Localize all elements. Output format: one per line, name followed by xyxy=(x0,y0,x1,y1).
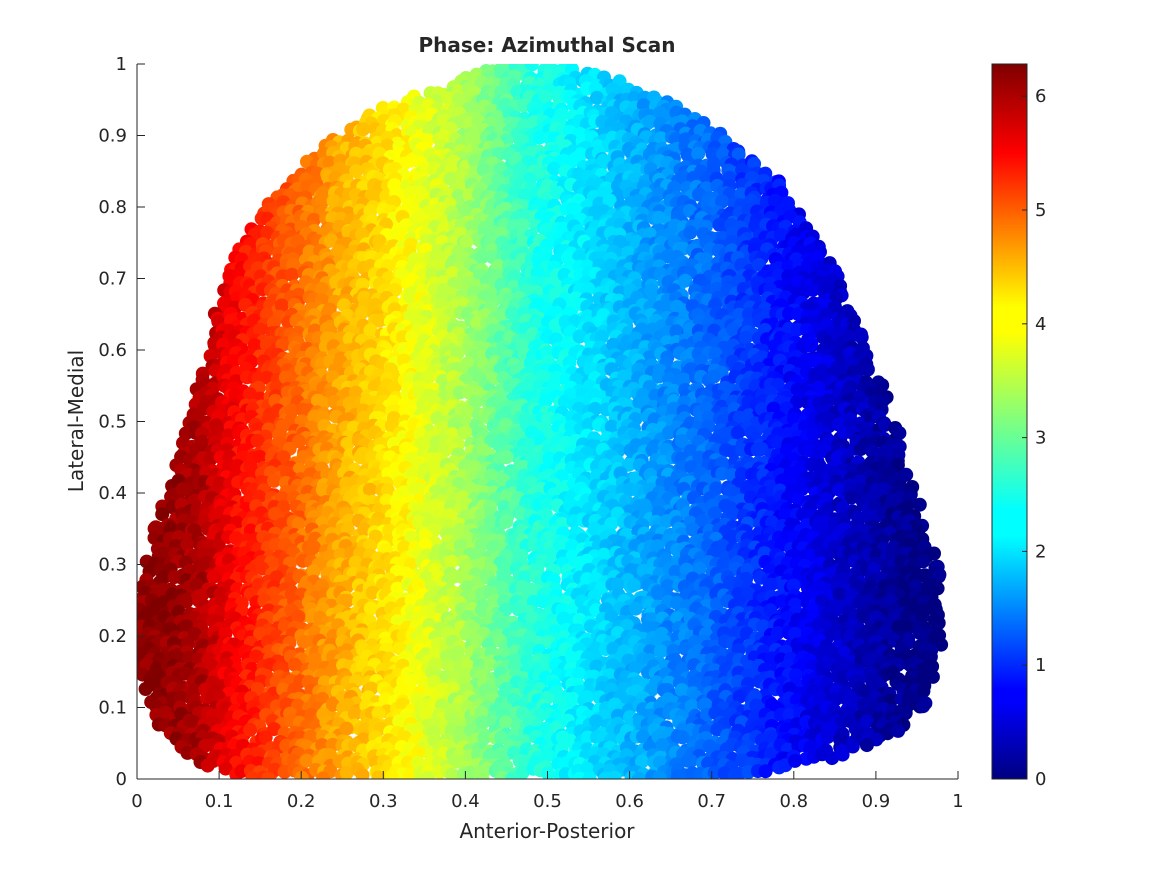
scatter-point xyxy=(707,506,722,521)
scatter-point xyxy=(734,187,749,202)
chart-title: Phase: Azimuthal Scan xyxy=(419,33,676,57)
scatter-point xyxy=(706,369,721,384)
scatter-point xyxy=(691,146,706,161)
scatter-point xyxy=(331,244,346,258)
scatter-point xyxy=(476,162,491,177)
scatter-point xyxy=(853,442,868,457)
scatter-point xyxy=(731,147,746,162)
scatter-point xyxy=(899,467,914,482)
scatter-point xyxy=(546,161,561,176)
scatter-point xyxy=(651,210,666,225)
scatter-point xyxy=(612,234,627,249)
scatter-point xyxy=(773,228,788,242)
scatter-point xyxy=(260,225,274,240)
scatter-point xyxy=(810,250,825,265)
scatter-point xyxy=(475,250,489,265)
scatter-point xyxy=(699,171,714,186)
scatter-point xyxy=(356,122,371,137)
scatter-point xyxy=(764,577,779,592)
scatter-point xyxy=(572,249,587,264)
scatter-point xyxy=(349,164,364,179)
scatter-point xyxy=(565,154,580,168)
scatter-point xyxy=(916,554,930,569)
scatter-point xyxy=(892,426,907,441)
scatter-point xyxy=(804,338,819,353)
scatter-point xyxy=(517,188,532,203)
scatter-point xyxy=(738,330,753,345)
scatter-point xyxy=(626,578,641,592)
scatter-point xyxy=(654,131,668,146)
scatter-point xyxy=(538,89,553,104)
scatter-point xyxy=(516,235,530,250)
scatter-point xyxy=(589,90,604,105)
scatter-point xyxy=(532,130,547,145)
scatter-points xyxy=(137,64,949,779)
scatter-point xyxy=(602,193,617,208)
scatter-point xyxy=(326,194,341,209)
scatter-point xyxy=(467,154,482,168)
scatter-point xyxy=(499,450,514,465)
scatter-point xyxy=(285,267,299,282)
scatter-point xyxy=(459,235,474,250)
scatter-point xyxy=(860,362,875,377)
scatter-point xyxy=(642,114,657,129)
scatter-point xyxy=(491,173,506,187)
scatter-point xyxy=(715,194,729,209)
scatter-point xyxy=(676,169,690,184)
scatter-point xyxy=(324,233,339,248)
scatter-point xyxy=(683,225,698,240)
scatter-point xyxy=(596,153,611,168)
scatter-point xyxy=(605,82,620,97)
scatter-point xyxy=(499,514,514,529)
scatter-point xyxy=(524,64,539,72)
